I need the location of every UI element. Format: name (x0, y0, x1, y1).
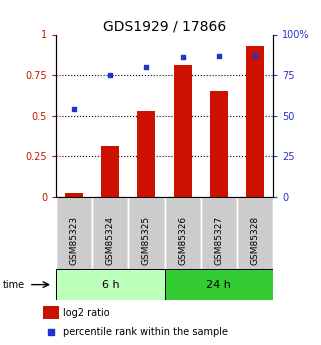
Bar (128, 197, 164, 269)
Text: GSM85327: GSM85327 (214, 216, 223, 266)
Bar (101, 146, 119, 197)
Point (216, 53, 221, 58)
Title: GDS1929 / 17866: GDS1929 / 17866 (103, 19, 226, 33)
Bar (237, 197, 273, 269)
Bar (137, 111, 155, 197)
Bar (56, 197, 92, 269)
Bar (56, 269, 164, 300)
Point (108, 72, 113, 78)
Text: 6 h: 6 h (101, 280, 119, 289)
Text: GSM85325: GSM85325 (142, 216, 151, 266)
Bar (201, 197, 237, 269)
Point (144, 64, 149, 70)
Text: GSM85326: GSM85326 (178, 216, 187, 266)
Point (252, 53, 257, 58)
Bar (65, 194, 83, 197)
Text: GSM85323: GSM85323 (70, 216, 79, 266)
Text: percentile rank within the sample: percentile rank within the sample (63, 327, 228, 337)
Bar (164, 269, 273, 300)
Bar (246, 46, 264, 197)
Text: 24 h: 24 h (206, 280, 231, 289)
Bar (43, 306, 59, 319)
Bar (174, 65, 192, 197)
Point (180, 55, 185, 60)
Text: GSM85324: GSM85324 (106, 216, 115, 266)
Bar (164, 197, 201, 269)
Point (48, 330, 54, 335)
Text: time: time (3, 280, 25, 289)
Bar (210, 91, 228, 197)
Point (72, 106, 77, 112)
Text: GSM85328: GSM85328 (250, 216, 259, 266)
Text: log2 ratio: log2 ratio (63, 308, 110, 317)
Bar (92, 197, 128, 269)
